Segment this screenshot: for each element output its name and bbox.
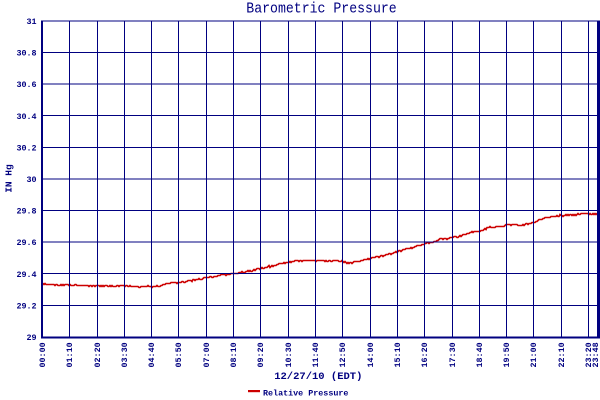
svg-text:29: 29: [27, 333, 37, 343]
svg-text:09:20: 09:20: [256, 342, 266, 367]
svg-text:18:40: 18:40: [475, 342, 485, 367]
svg-text:Barometric Pressure: Barometric Pressure: [246, 1, 396, 18]
svg-text:12/27/10 (EDT): 12/27/10 (EDT): [274, 371, 362, 383]
svg-text:29.4: 29.4: [16, 270, 36, 280]
svg-text:23:20: 23:20: [584, 342, 594, 367]
svg-text:31: 31: [27, 17, 37, 27]
svg-text:02:20: 02:20: [93, 342, 103, 367]
svg-text:29.2: 29.2: [16, 301, 36, 311]
svg-text:30.4: 30.4: [16, 112, 36, 122]
svg-text:IN Hg: IN Hg: [3, 164, 14, 193]
svg-text:03:30: 03:30: [120, 342, 130, 367]
svg-text:05:50: 05:50: [174, 342, 184, 367]
svg-text:16:20: 16:20: [420, 342, 430, 367]
svg-text:07:00: 07:00: [202, 342, 212, 367]
svg-text:19:50: 19:50: [502, 342, 512, 367]
svg-text:17:30: 17:30: [448, 342, 458, 367]
svg-text:29.8: 29.8: [16, 207, 36, 217]
svg-text:30.6: 30.6: [16, 80, 36, 90]
svg-text:04:40: 04:40: [147, 342, 157, 367]
svg-text:21:00: 21:00: [529, 342, 539, 367]
svg-text:15:10: 15:10: [393, 342, 403, 367]
svg-text:10:30: 10:30: [284, 342, 294, 367]
svg-text:11:40: 11:40: [311, 342, 321, 367]
svg-text:29.6: 29.6: [16, 238, 36, 248]
svg-text:Relative Pressure: Relative Pressure: [263, 389, 348, 399]
svg-text:23:48: 23:48: [591, 342, 600, 367]
svg-text:22:10: 22:10: [557, 342, 567, 367]
svg-text:30: 30: [27, 175, 37, 185]
svg-text:14:00: 14:00: [366, 342, 376, 367]
svg-text:30.2: 30.2: [16, 143, 36, 153]
svg-text:30.8: 30.8: [16, 49, 36, 59]
svg-text:01:10: 01:10: [65, 342, 75, 367]
svg-text:12:50: 12:50: [338, 342, 348, 367]
svg-text:00:00: 00:00: [38, 342, 48, 367]
svg-text:08:10: 08:10: [229, 342, 239, 367]
